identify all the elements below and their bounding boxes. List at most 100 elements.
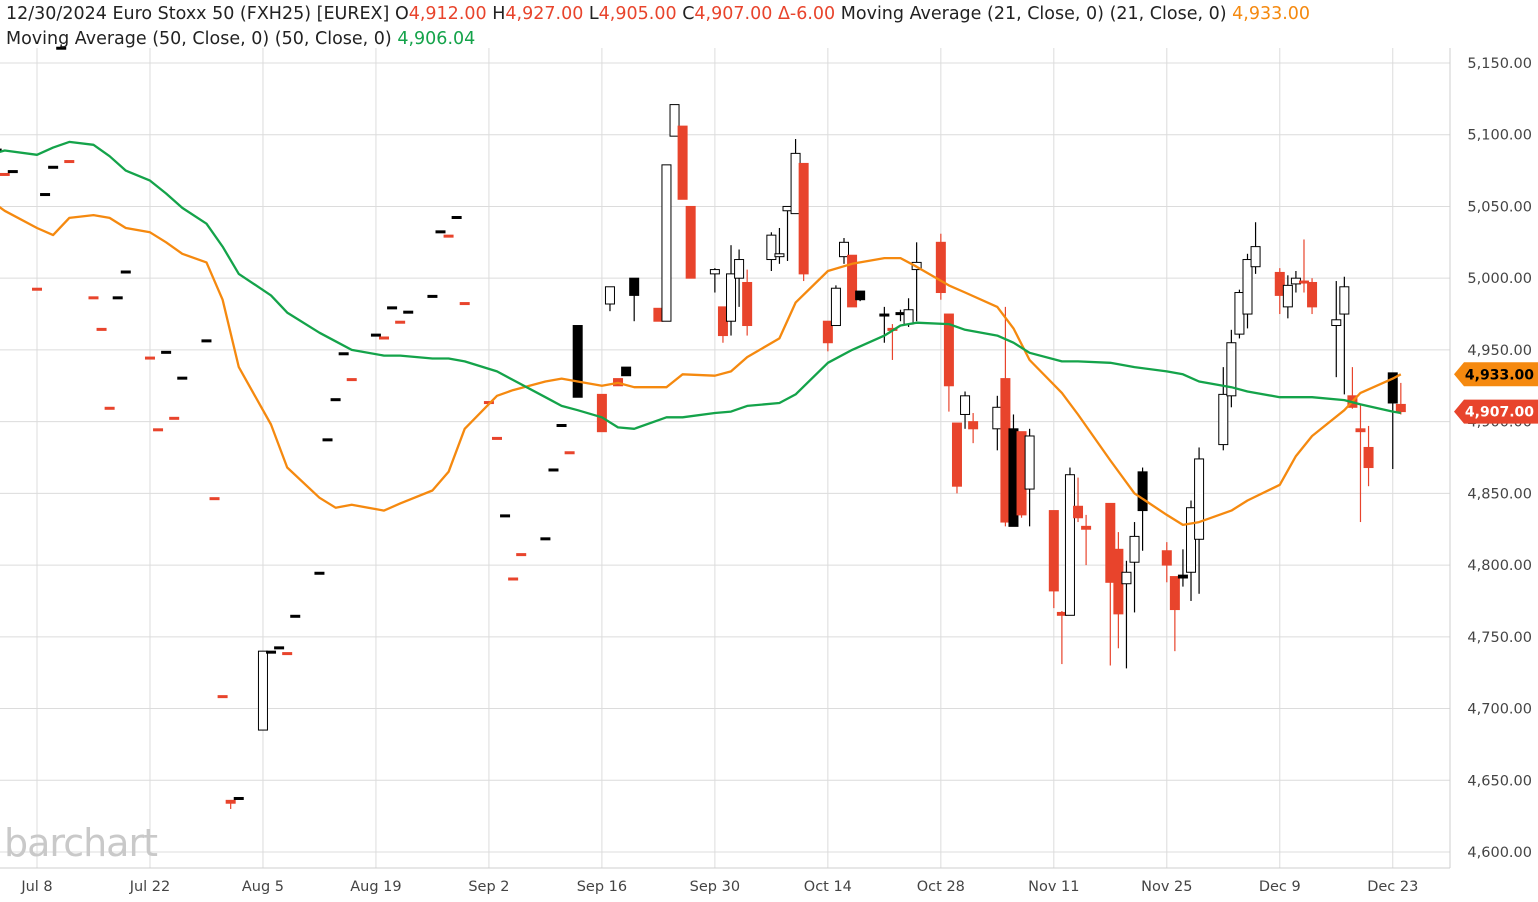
candle <box>935 233 946 300</box>
candle-body <box>451 215 462 219</box>
candle-body <box>1282 284 1293 308</box>
chart-grid <box>0 48 1451 869</box>
candle <box>0 172 10 176</box>
candle <box>830 285 841 327</box>
candle <box>1137 467 1148 551</box>
ma21-price-tag: 4,933.00 <box>1454 362 1538 387</box>
candle-body <box>1048 510 1059 592</box>
candle-body <box>201 339 212 343</box>
ma21-line <box>0 206 1402 527</box>
candle <box>427 294 438 298</box>
candle <box>968 413 979 444</box>
candle <box>596 393 607 433</box>
candle-body <box>629 277 640 296</box>
candle <box>1250 222 1261 274</box>
candle-body <box>726 273 737 322</box>
candle <box>1186 500 1197 601</box>
candle <box>1121 560 1132 669</box>
last-price-tag-label: 4,907.00 <box>1465 405 1534 421</box>
candles-layer <box>0 44 1406 809</box>
candle <box>64 160 75 164</box>
candle-body <box>322 438 333 442</box>
price-tags: 4,933.00 4,907.00 <box>1454 362 1538 424</box>
x-tick-label: Nov 11 <box>1028 879 1079 895</box>
candle-body <box>435 230 446 234</box>
candle <box>153 428 164 432</box>
y-tick-label: 4,700.00 <box>1467 702 1532 718</box>
candle-body <box>685 205 696 279</box>
candle <box>621 366 632 377</box>
candle-body <box>1121 571 1132 585</box>
header-low-value: 4,905.00 <box>598 4 677 24</box>
candle <box>379 336 390 340</box>
y-tick-label: 5,100.00 <box>1467 128 1532 144</box>
y-tick-label: 5,000.00 <box>1467 271 1532 287</box>
chart-header-line-2: Moving Average (50, Close, 0) (50, Close… <box>6 29 475 49</box>
candle <box>1387 372 1398 469</box>
candle-body <box>669 104 680 137</box>
candle <box>88 296 99 300</box>
candle-body <box>120 270 131 274</box>
candle <box>822 320 833 352</box>
candle <box>225 799 236 809</box>
candle <box>177 376 188 380</box>
candle-body <box>1250 246 1261 268</box>
candle <box>104 406 115 410</box>
x-tick-label: Jul 8 <box>20 879 52 895</box>
candle <box>556 424 567 428</box>
candle-body <box>1081 525 1092 530</box>
header-change: Δ-6.00 <box>777 4 836 24</box>
header-high-value: 4,927.00 <box>505 4 584 24</box>
candle-body <box>1024 435 1035 490</box>
last-price-tag: 4,907.00 <box>1454 399 1538 424</box>
candle-body <box>144 356 155 360</box>
candle <box>387 306 398 310</box>
candle <box>40 193 51 197</box>
candle <box>1339 276 1350 395</box>
y-tick-label: 4,800.00 <box>1467 558 1532 574</box>
candle <box>540 537 551 541</box>
candle-body <box>1169 576 1180 611</box>
candle-body <box>621 366 632 377</box>
candle <box>282 652 293 656</box>
candle <box>96 327 107 331</box>
moving-averages-layer <box>0 140 1402 527</box>
candle <box>403 310 414 314</box>
candle-body <box>104 406 115 410</box>
candle <box>370 333 381 337</box>
candle-body <box>0 172 10 176</box>
candle <box>48 165 59 169</box>
candle-body <box>951 422 962 487</box>
candle <box>1363 425 1374 487</box>
candle <box>742 269 753 336</box>
ma21-legend-label[interactable]: Moving Average (21, Close, 0) <box>840 4 1104 24</box>
ma50-line <box>0 140 1401 430</box>
ma50-legend-label[interactable]: Moving Average (50, Close, 0) <box>6 29 270 49</box>
candle-body <box>491 436 502 440</box>
candle <box>1105 502 1116 666</box>
candle-body <box>153 428 164 432</box>
candle <box>491 436 502 440</box>
candle-body <box>257 650 268 731</box>
candle <box>459 302 470 306</box>
candle <box>120 270 131 274</box>
candle <box>847 254 858 308</box>
candle-body <box>677 125 688 200</box>
candle-body <box>370 333 381 337</box>
candle-body <box>1274 271 1285 296</box>
candle <box>330 398 341 402</box>
candle <box>879 306 890 343</box>
ma21-price-tag-label: 4,933.00 <box>1465 367 1534 383</box>
candle-body <box>266 650 277 654</box>
candle-body <box>0 148 2 152</box>
candle <box>257 650 268 731</box>
candle-body <box>1395 403 1406 413</box>
header-low-label: L <box>588 4 599 24</box>
ma21-legend-params: (21, Close, 0) <box>1109 4 1227 24</box>
candle <box>314 571 325 575</box>
ma50-legend-params: (50, Close, 0) <box>274 29 392 49</box>
candle <box>1218 367 1229 451</box>
candle-body <box>548 468 559 472</box>
candle-body <box>161 350 172 354</box>
